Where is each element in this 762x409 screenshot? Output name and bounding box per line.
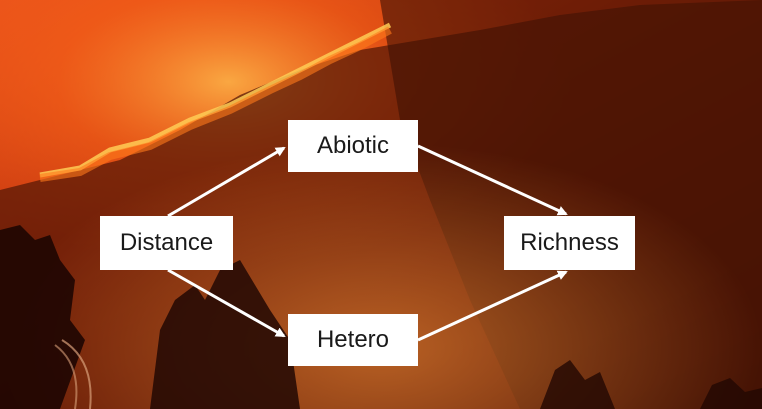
node-richness: Richness	[504, 216, 635, 270]
node-distance: Distance	[100, 216, 233, 270]
node-hetero: Hetero	[288, 314, 418, 366]
arrow-distance-to-abiotic	[167, 146, 286, 218]
arrow-hetero-to-richness	[417, 270, 568, 342]
arrow-distance-to-hetero	[167, 268, 286, 338]
node-abiotic: Abiotic	[288, 120, 418, 172]
arrow-abiotic-to-richness	[417, 144, 568, 216]
